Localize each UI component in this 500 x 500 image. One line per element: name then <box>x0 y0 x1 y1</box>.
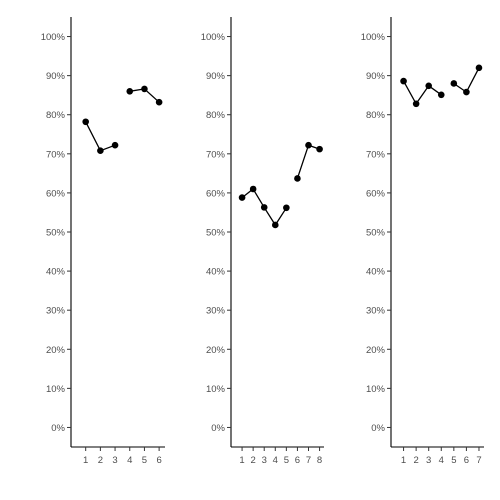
data-point <box>111 141 119 149</box>
y-tick-label: 100% <box>201 32 226 43</box>
x-tick-label: 3 <box>262 455 267 466</box>
y-tick-label: 40% <box>46 267 66 278</box>
x-tick-label: 6 <box>295 455 300 466</box>
y-tick-label: 80% <box>366 110 386 121</box>
x-tick-label: 1 <box>401 455 406 466</box>
data-point <box>155 98 163 106</box>
data-point <box>400 77 407 85</box>
data-point <box>412 100 420 108</box>
data-point <box>475 64 483 72</box>
panel-1: 0% 10% 20% 30% 40% 50% 60% 70% 80% 90% 100% 1 2 3 4 5 6 <box>41 17 165 466</box>
x-tick-label: 8 <box>317 455 322 466</box>
data-point <box>316 145 323 153</box>
data-point <box>238 194 246 201</box>
y-tick-label: 80% <box>46 110 66 121</box>
x-tick-label: 4 <box>439 455 444 466</box>
y-tick-label: 50% <box>206 228 226 239</box>
y-tick-label: 0% <box>211 423 225 434</box>
panel-2: 0% 10% 20% 30% 40% 50% 60% 70% 80% 90% 100% 1 2 3 4 5 6 7… <box>201 17 324 466</box>
data-point <box>97 147 104 154</box>
y-tick-label: 10% <box>206 384 226 395</box>
data-point <box>450 80 458 87</box>
y-tick-label: 10% <box>366 384 386 395</box>
y-tick-label: 50% <box>46 228 66 239</box>
x-tick-label: 6 <box>464 455 469 466</box>
data-point <box>126 87 134 95</box>
y-tick-label: 50% <box>366 228 386 239</box>
y-tick-label: 70% <box>366 149 386 160</box>
x-tick-label: 2 <box>250 455 255 466</box>
data-point <box>141 85 148 93</box>
x-tick-label: 5 <box>451 455 456 466</box>
y-tick-label: 90% <box>206 71 226 82</box>
y-tick-label: 10% <box>46 384 66 395</box>
y-tick-label: 30% <box>46 306 66 317</box>
y-tick-label: 30% <box>206 306 226 317</box>
x-tick-label: 2 <box>98 455 103 466</box>
x-tick-label: 7 <box>476 455 481 466</box>
x-tick-label: 1 <box>239 455 244 466</box>
y-tick-label: 60% <box>46 188 66 199</box>
data-point <box>437 91 445 99</box>
x-tick-label: 4 <box>273 455 278 466</box>
y-tick-label: 30% <box>366 306 386 317</box>
x-tick-label: 5 <box>142 455 147 466</box>
data-point <box>463 88 470 96</box>
data-point <box>294 175 301 182</box>
y-tick-label: 100% <box>41 32 66 43</box>
y-tick-label: 40% <box>206 267 226 278</box>
x-tick-label: 3 <box>112 455 117 466</box>
x-tick-label: 5 <box>284 455 289 466</box>
y-tick-label: 90% <box>366 71 386 82</box>
y-tick-label: 0% <box>51 423 65 434</box>
x-tick-label: 3 <box>426 455 431 466</box>
y-tick-label: 60% <box>366 188 386 199</box>
data-point <box>260 204 268 211</box>
y-tick-label: 90% <box>46 71 66 82</box>
data-point <box>305 141 312 149</box>
data-point <box>271 221 279 229</box>
y-tick-label: 80% <box>206 110 226 121</box>
y-tick-label: 20% <box>206 345 226 356</box>
x-tick-label: 2 <box>413 455 418 466</box>
y-tick-label: 60% <box>206 188 226 199</box>
y-tick-label: 20% <box>46 345 66 356</box>
data-point <box>425 82 433 90</box>
data-point <box>82 118 89 126</box>
x-tick-label: 6 <box>156 455 161 466</box>
x-tick-label: 4 <box>127 455 132 466</box>
y-tick-label: 100% <box>361 32 386 43</box>
data-point <box>283 204 290 212</box>
y-tick-label: 0% <box>371 423 385 434</box>
panel-3: 0% 10% 20% 30% 40% 50% 60% 70% 80% 90% 100% 1 2 3 4 5 6 7 <box>361 17 484 466</box>
y-tick-label: 70% <box>206 149 226 160</box>
y-tick-label: 20% <box>366 345 386 356</box>
y-tick-label: 70% <box>46 149 66 160</box>
y-tick-label: 40% <box>366 267 386 278</box>
x-tick-label: 1 <box>83 455 88 466</box>
series-line <box>403 80 442 106</box>
x-tick-label: 7 <box>306 455 311 466</box>
data-point <box>249 185 257 193</box>
